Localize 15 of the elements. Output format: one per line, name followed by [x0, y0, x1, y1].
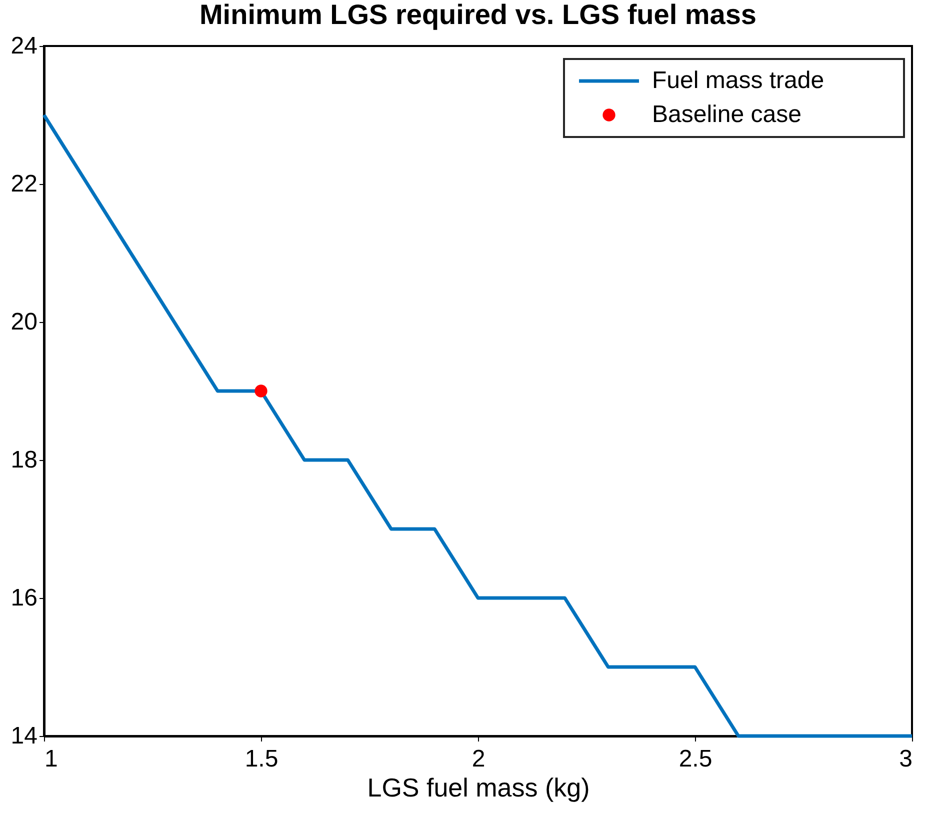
legend-label: Baseline case — [652, 101, 802, 128]
x-tick-label: 2.5 — [678, 746, 712, 772]
x-tick-label: 1.5 — [244, 746, 278, 772]
x-axis-title: LGS fuel mass (kg) — [367, 772, 590, 802]
y-tick-label: 22 — [10, 170, 38, 198]
x-tick-label: 1 — [44, 746, 58, 772]
y-tick-label: 16 — [10, 584, 38, 612]
x-tick-label: 3 — [899, 746, 912, 772]
x-tick-label: 2 — [472, 746, 486, 772]
y-tick-label: 18 — [10, 446, 38, 474]
chart-title: Minimum LGS required vs. LGS fuel mass — [199, 0, 757, 30]
legend-label: Fuel mass trade — [652, 67, 824, 94]
y-tick-label: 14 — [10, 722, 38, 750]
y-tick-label: 20 — [10, 308, 38, 336]
y-tick-label: 24 — [10, 32, 38, 60]
